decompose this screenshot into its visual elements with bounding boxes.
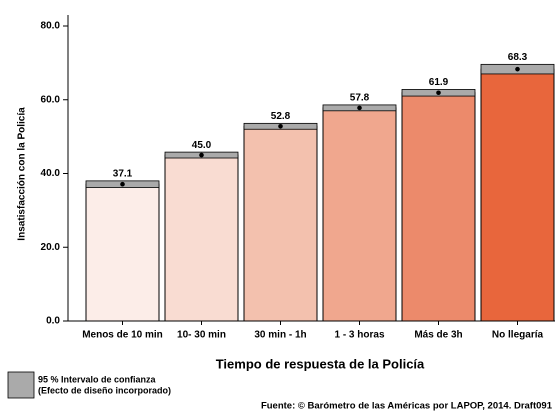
bar (401, 92, 476, 322)
value-label: 68.3 (508, 52, 528, 63)
mean-point (515, 66, 520, 72)
value-label: 45.0 (192, 140, 212, 151)
mean-point (357, 105, 362, 111)
x-tick-label: 30 min - 1h (254, 330, 306, 341)
bar (480, 68, 555, 322)
value-label: 57.8 (350, 93, 370, 104)
x-tick-label: 10- 30 min (177, 330, 226, 341)
y-tick-label: 80.0 (41, 21, 61, 32)
source: Fuente: © Barómetro de las Américas por … (261, 401, 553, 412)
y-tick-label: 20.0 (41, 242, 61, 253)
y-axis-label: Insatisfacción con la Policía (17, 107, 28, 241)
value-label: 61.9 (429, 77, 449, 88)
x-tick-label: Más de 3h (414, 330, 462, 341)
mean-point (199, 152, 204, 158)
x-tick-label: Menos de 10 min (82, 330, 163, 341)
value-label: 37.1 (113, 169, 133, 180)
y-tick-label: 0.0 (46, 316, 60, 327)
x-tick-label: No llegaría (492, 330, 544, 341)
bar (85, 183, 160, 322)
mean-point (278, 124, 283, 129)
x-tick-label: 1 - 3 horas (334, 330, 384, 341)
x-axis-label: Tiempo de respuesta de la Policía (216, 356, 425, 371)
y-tick-label: 60.0 (41, 94, 61, 105)
y-tick-label: 40.0 (41, 168, 61, 179)
legend-swatch (7, 371, 35, 399)
mean-point (120, 181, 125, 187)
bar (322, 107, 397, 322)
legend-text: 95 % Intervalo de confianza (38, 374, 157, 384)
mean-point (436, 90, 441, 96)
bar (243, 125, 318, 322)
legend-text: (Efecto de diseño incorporado) (38, 385, 171, 395)
value-label: 52.8 (271, 111, 291, 122)
bar (164, 154, 239, 322)
